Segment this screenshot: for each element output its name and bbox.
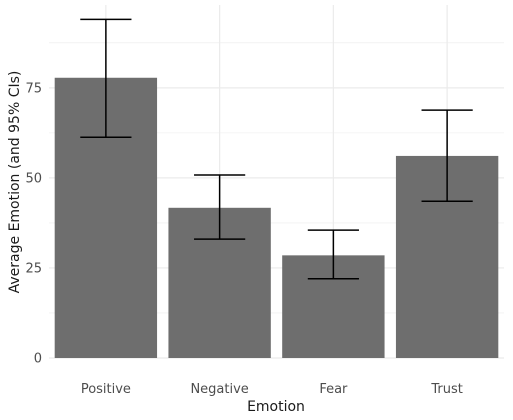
y-tick-label: 25 (25, 261, 42, 276)
y-tick-label: 0 (34, 352, 42, 367)
errorbar-negative (194, 174, 246, 240)
error-bars (80, 18, 473, 280)
errorbar-trust (421, 109, 473, 203)
x-tick-label: Positive (81, 382, 131, 397)
y-axis-ticks: 0 25 50 75 (25, 81, 42, 366)
x-tick-label: Negative (190, 382, 248, 397)
x-tick-label: Trust (430, 382, 462, 397)
y-tick-label: 75 (25, 81, 42, 96)
x-axis-title: Emotion (247, 399, 305, 415)
y-tick-label: 50 (25, 171, 42, 186)
errorbar-positive (80, 18, 132, 138)
bars (54, 77, 499, 358)
errorbar-fear (307, 229, 359, 280)
x-tick-label: Fear (319, 382, 348, 397)
x-axis-ticks: Positive Negative Fear Trust (81, 382, 463, 397)
y-axis-title: Average Emotion (and 95% CIs) (7, 71, 23, 294)
